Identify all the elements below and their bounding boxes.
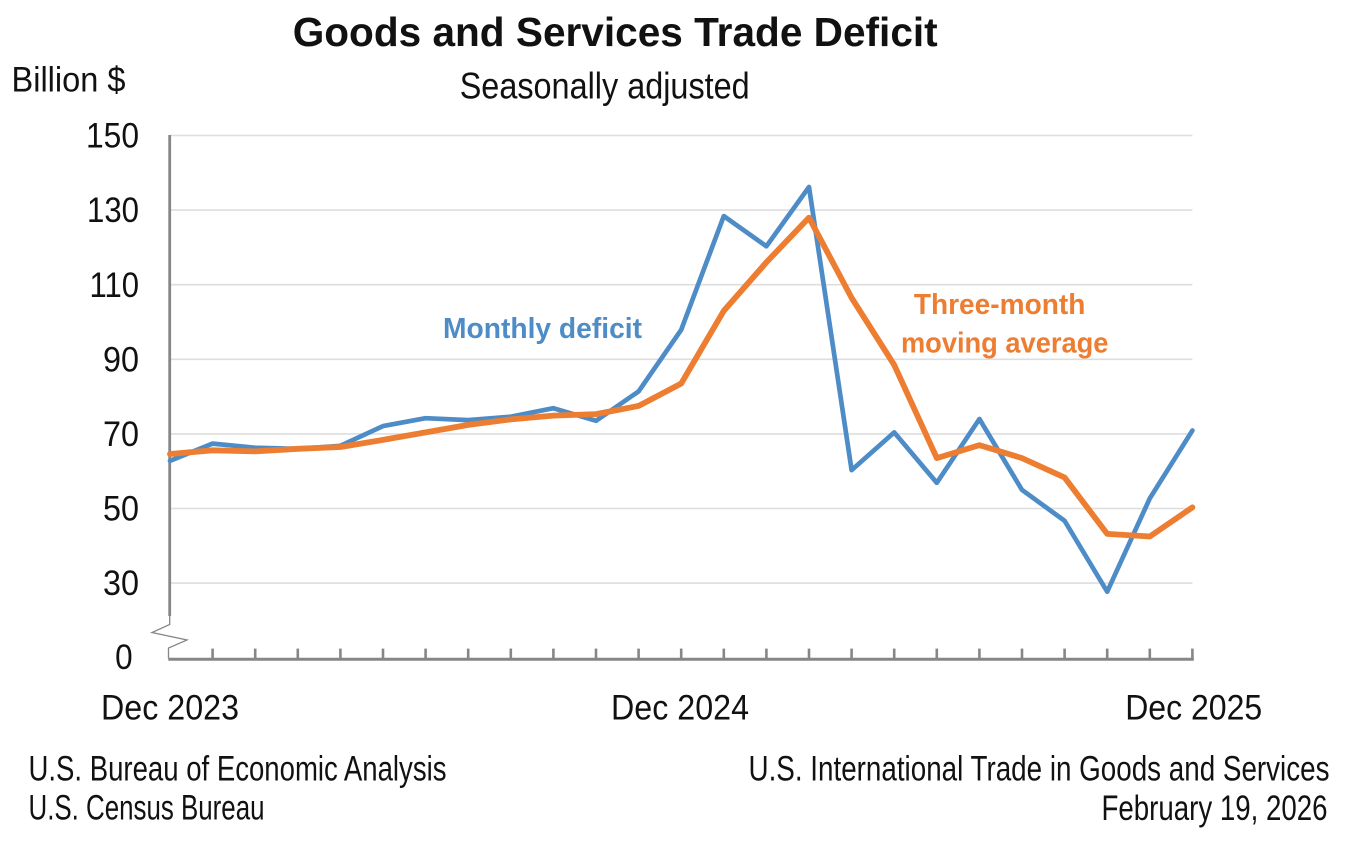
svg-text:30: 30 [103,564,139,603]
svg-text:U.S. Census Bureau: U.S. Census Bureau [29,789,265,828]
svg-text:U.S. Bureau of Economic Analys: U.S. Bureau of Economic Analysis [29,749,447,788]
svg-text:Three-month: Three-month [914,289,1086,321]
svg-text:February 19, 2026: February 19, 2026 [1102,789,1328,828]
svg-text:Seasonally adjusted: Seasonally adjusted [460,65,750,107]
svg-text:Dec 2025: Dec 2025 [1125,689,1262,728]
svg-text:U.S. International Trade in Go: U.S. International Trade in Goods and Se… [749,749,1330,788]
svg-text:Dec 2024: Dec 2024 [611,689,749,728]
svg-text:Dec 2023: Dec 2023 [101,689,239,728]
svg-text:70: 70 [103,415,139,454]
svg-text:90: 90 [103,340,139,379]
svg-text:110: 110 [90,266,140,305]
svg-text:Billion $: Billion $ [12,60,126,99]
svg-text:0: 0 [115,638,133,677]
svg-text:Monthly deficit: Monthly deficit [443,313,643,345]
svg-text:150: 150 [86,117,139,156]
svg-text:moving average: moving average [901,328,1109,360]
svg-text:50: 50 [103,490,139,529]
svg-text:Goods and Services Trade Defic: Goods and Services Trade Deficit [293,9,938,55]
svg-text:130: 130 [87,191,139,230]
